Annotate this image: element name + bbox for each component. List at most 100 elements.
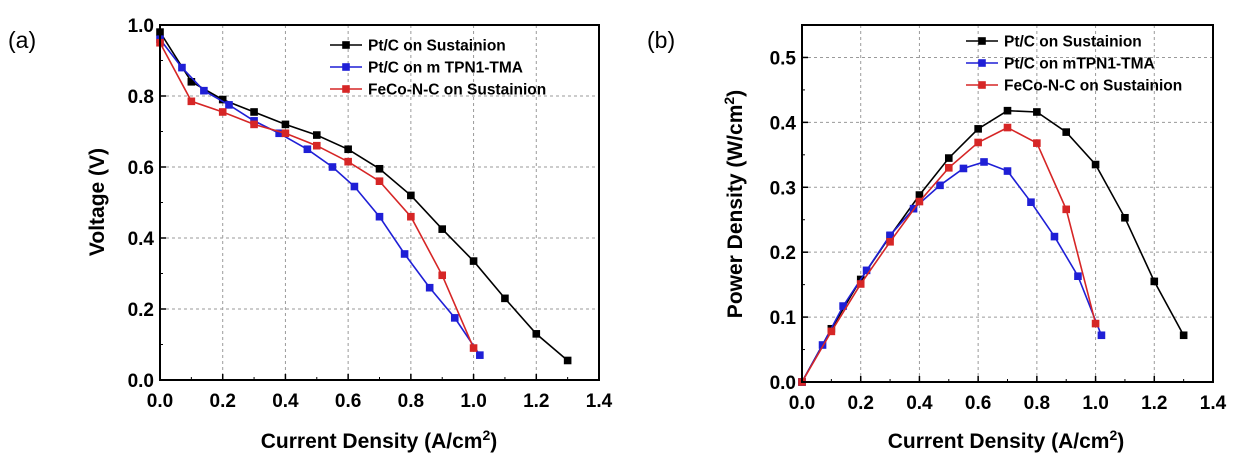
panel-a-series-2-point	[476, 351, 484, 359]
panel-a-x-tick-label: 0.4	[272, 391, 299, 412]
panel-a-plot-frame	[159, 24, 600, 381]
panel-b-series-3-point	[1003, 123, 1012, 132]
panel-a-series-1-point	[563, 356, 572, 365]
panel-a-series-3-point	[218, 108, 227, 116]
panel-a-legend-marker-2	[342, 63, 350, 71]
panel-b-series-1-point	[1033, 108, 1041, 116]
panel-a-series-2-point	[200, 86, 208, 95]
panel-a-x-tick-label: 1.2	[523, 391, 549, 412]
panel-b: (b) 0.0 0.2 0.4 0.6 0.8 1.0 1.2 1.4 0.0 0.1 0.2 0.3…	[647, 24, 1227, 453]
panel-b-x-axis-label: Current Density (A/cm2)	[888, 427, 1125, 453]
panel-b-y-tick-label: 0.5	[770, 48, 797, 69]
panel-a-series-3-point	[407, 212, 415, 221]
panel-b-series-2-point	[959, 164, 968, 173]
panel-b-series-2-point	[1050, 232, 1059, 241]
panel-b-series-3-point	[974, 138, 982, 147]
panel-a-series-3-point	[281, 129, 290, 138]
panel-a-y-tick-label: 1.0	[128, 16, 154, 37]
panel-b-series-3-point	[944, 164, 953, 172]
panel-a-y-axis-label: Voltage (V)	[86, 148, 109, 256]
panel-b-series-1-point	[974, 125, 982, 133]
panel-b-x-tick-label: 0.0	[789, 393, 815, 414]
panel-b-x-tick-label: 1.0	[1082, 393, 1108, 414]
panel-b-y-tick-label: 0.2	[770, 243, 796, 264]
panel-a: (a) 0.0 0.2 0.4 0.6 0.8 1.0 1.2 1.4 0.0 0.2 0.4 0.6…	[8, 16, 613, 453]
panel-b-y-tick-label: 0.1	[770, 308, 797, 329]
panel-a-series-3-point	[438, 271, 447, 280]
panel-b-series-2-point	[818, 341, 827, 349]
panel-b-series-1-point	[1091, 160, 1100, 169]
panel-b-legend-label-1: Pt/C on Sustainion	[1004, 34, 1142, 51]
panel-a-series-2-point	[400, 250, 409, 258]
panel-b-series-1-point	[915, 191, 924, 199]
panel-b-y-tick-label: 0.0	[770, 373, 796, 394]
panel-a-series-3-point	[375, 177, 384, 185]
panel-a-series-1-point	[532, 330, 541, 338]
panel-b-label: (b)	[647, 27, 675, 53]
panel-a-x-tick-label: 0.0	[147, 391, 173, 412]
panel-a-series-1-point	[187, 78, 196, 86]
panel-b-legend-marker-1	[978, 37, 986, 45]
panel-b-series-3-point	[915, 197, 924, 206]
panel-a-series-1-point	[501, 294, 509, 303]
panel-a-x-tick-label: 0.2	[210, 391, 236, 412]
panel-a-label: (a)	[8, 27, 36, 53]
panel-a-x-tick-label: 1.0	[460, 391, 486, 412]
panel-b-legend-marker-2	[978, 59, 986, 67]
panel-a-series-1-point	[312, 131, 321, 139]
panel-a-x-tick-label: 1.4	[586, 391, 613, 412]
panel-b-series-2-point	[839, 302, 847, 310]
panel-a-series-3-point	[469, 344, 478, 352]
panel-b-series-3-point	[1033, 139, 1041, 147]
panel-b-series-1-point	[1003, 106, 1012, 115]
panel-b-y-tick-label: 0.3	[770, 178, 796, 199]
panel-b-series-3-point	[856, 280, 865, 288]
panel-a-y-tick-label: 0.0	[128, 371, 154, 392]
panel-a-y-tick-label: 0.6	[128, 158, 154, 179]
panel-b-series-line-1	[801, 109, 1185, 383]
panel-b-x-tick-label: 1.2	[1141, 393, 1167, 414]
panel-a-series-1-point	[375, 164, 384, 173]
panel-b-y-tick-label: 0.4	[770, 113, 797, 134]
panel-a-series-2-point	[375, 212, 384, 221]
panel-b-series-2-point	[1074, 272, 1082, 280]
panel-b-series-2-point	[886, 231, 894, 240]
panel-b-series-2-point	[980, 158, 988, 166]
panel-b-series-line-2	[801, 161, 1103, 383]
panel-a-x-tick-label: 0.8	[398, 391, 424, 412]
panel-a-series-1-point	[469, 257, 478, 265]
panel-a-series-2-point	[328, 163, 337, 171]
panel-a-x-axis-label: Current Density (A/cm2)	[261, 427, 498, 453]
panel-a-y-tick-label: 0.4	[128, 229, 155, 250]
panel-a-series-2-point	[425, 283, 434, 292]
panel-b-series-3-point	[1091, 319, 1100, 328]
panel-b-series-2-point	[1097, 331, 1106, 340]
panel-b-series-1-point	[1179, 331, 1188, 340]
panel-a-y-tick-label: 0.8	[128, 87, 154, 108]
panel-a-x-tick-label: 0.6	[335, 391, 361, 412]
panel-a-series-3-point	[312, 141, 321, 150]
panel-a-series-1-point	[407, 191, 415, 200]
panel-a-series-2-point	[450, 314, 459, 322]
panel-a-y-tick-label: 0.2	[128, 300, 154, 321]
panel-a-series-3-point	[250, 120, 258, 129]
panel-b-series-3-point	[827, 327, 836, 336]
panel-b-x-tick-label: 0.6	[965, 393, 991, 414]
panel-b-y-axis-label: Power Density (W/cm2)	[721, 90, 747, 318]
panel-b-series-3-point	[1062, 205, 1071, 214]
panel-b-series-3-point	[886, 237, 894, 246]
panel-b-series-1-point	[944, 154, 953, 162]
panel-b-x-tick-label: 0.2	[848, 393, 874, 414]
panel-a-series-1-point	[250, 108, 258, 116]
panel-b-series-2-point	[1027, 198, 1035, 207]
panel-a-legend-label-1: Pt/C on Sustainion	[368, 38, 506, 55]
panel-a-series-1-point	[344, 145, 352, 154]
panel-a-legend-label-3: FeCo-N-C on Sustainion	[368, 82, 546, 99]
panel-b-series-2-point	[1003, 167, 1012, 175]
panel-b-x-tick-label: 1.4	[1200, 393, 1227, 414]
panel-a-series-1-point	[438, 225, 447, 233]
panel-a-legend-marker-3	[342, 85, 350, 93]
panel-a-legend-label-2: Pt/C on m TPN1-TMA	[368, 60, 523, 77]
panel-b-x-tick-label: 0.8	[1024, 393, 1050, 414]
panel-a-series-2-point	[178, 63, 186, 72]
